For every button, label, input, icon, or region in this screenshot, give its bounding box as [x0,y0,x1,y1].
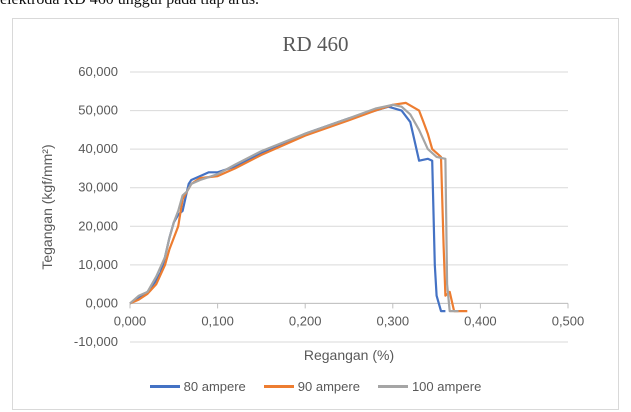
y-tick-label: -10,000 [74,334,118,349]
legend: 80 ampere 90 ampere 100 ampere [0,379,631,394]
x-tick-label: 0,500 [552,313,585,328]
x-tick-label: 0,100 [201,313,234,328]
legend-item: 80 ampere [149,379,246,394]
y-tick-label: 50,000 [78,103,118,118]
legend-label: 80 ampere [183,379,246,394]
series-line-90-ampere [129,101,468,313]
legend-label: 100 ampere [411,379,482,394]
x-tick-label: 0,400 [464,313,497,328]
legend-item: 100 ampere [377,379,482,394]
chart-title: RD 460 [282,32,349,56]
x-axis-title: Regangan (%) [304,347,394,363]
y-tick-label: 30,000 [78,180,118,195]
y-tick-label: 10,000 [78,257,118,272]
legend-label: 90 ampere [297,379,360,394]
y-tick-label: 40,000 [78,141,118,156]
legend-item: 90 ampere [263,379,360,394]
x-tick-label: 0,200 [289,313,322,328]
y-axis-title: Tegangan (kgf/mm²) [39,144,55,269]
legend-swatch [149,385,180,388]
y-tick-label: 60,000 [78,64,118,79]
x-tick-label: 0,000 [114,313,147,328]
series-line-100-ampere [129,103,459,313]
series-line-80-ampere [129,105,446,313]
legend-swatch [377,385,408,388]
y-tick-label: 0,000 [85,295,118,310]
x-tick-label: 0,300 [377,313,410,328]
y-tick-label: 20,000 [78,218,118,233]
chart-frame [12,18,619,410]
legend-swatch [263,385,294,388]
caption-fragment: elektroda RD 460 unggul pada tiap arus. [0,0,631,9]
